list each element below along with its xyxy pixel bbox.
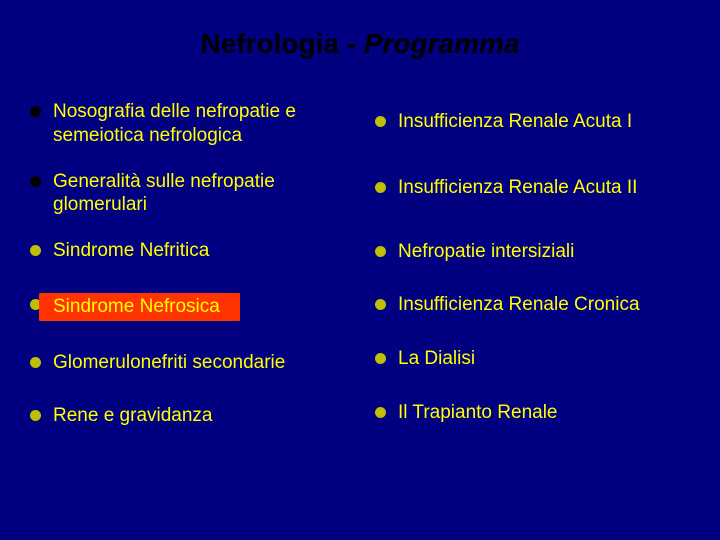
- bullet-icon: [30, 357, 41, 368]
- list-item: Sindrome Nefrosica: [30, 293, 345, 321]
- bullet-icon: [30, 176, 41, 187]
- list-item-text: Nefropatie intersiziali: [398, 240, 690, 264]
- bullet-icon: [30, 106, 41, 117]
- list-item: Insufficienza Renale Cronica: [375, 293, 690, 317]
- list-item-text: Rene e gravidanza: [53, 404, 345, 428]
- list-item-text: Insufficienza Renale Cronica: [398, 293, 690, 317]
- list-item-text: Insufficienza Renale Acuta I: [398, 110, 690, 134]
- list-item: Nosografia delle nefropatie e semeiotica…: [30, 100, 345, 148]
- title-part2: Programma: [364, 28, 520, 59]
- list-item-text: La Dialisi: [398, 347, 690, 371]
- list-item-text: Generalità sulle nefropatie glomerulari: [53, 170, 345, 218]
- list-item: Il Trapianto Renale: [375, 401, 690, 425]
- bullet-icon: [375, 182, 386, 193]
- slide-title: Nefrologia - Programma: [0, 0, 720, 70]
- bullet-icon: [375, 116, 386, 127]
- bullet-icon: [375, 246, 386, 257]
- right-column: Insufficienza Renale Acuta I Insufficienz…: [365, 100, 690, 456]
- list-item: Sindrome Nefritica: [30, 239, 345, 263]
- list-item-text: Nosografia delle nefropatie e semeiotica…: [53, 100, 345, 148]
- bullet-icon: [375, 299, 386, 310]
- list-item: La Dialisi: [375, 347, 690, 371]
- list-item-text: Sindrome Nefrosica: [53, 293, 345, 321]
- list-item-text: Sindrome Nefritica: [53, 239, 345, 263]
- list-item-text: Il Trapianto Renale: [398, 401, 690, 425]
- bullet-icon: [30, 245, 41, 256]
- title-part1: Nefrologia -: [201, 28, 364, 59]
- list-item-text: Insufficienza Renale Acuta II: [398, 176, 690, 200]
- bullet-icon: [375, 353, 386, 364]
- left-column: Nosografia delle nefropatie e semeiotica…: [30, 100, 365, 456]
- list-item: Generalità sulle nefropatie glomerulari: [30, 170, 345, 218]
- list-item-text: Glomerulonefriti secondarie: [53, 351, 345, 375]
- list-item: Glomerulonefriti secondarie: [30, 351, 345, 375]
- bullet-icon: [375, 407, 386, 418]
- list-item: Rene e gravidanza: [30, 404, 345, 428]
- list-item: Insufficienza Renale Acuta II: [375, 176, 690, 200]
- content-columns: Nosografia delle nefropatie e semeiotica…: [0, 70, 720, 456]
- bullet-icon: [30, 410, 41, 421]
- highlight-box: Sindrome Nefrosica: [39, 293, 240, 321]
- list-item: Insufficienza Renale Acuta I: [375, 110, 690, 134]
- list-item: Nefropatie intersiziali: [375, 240, 690, 264]
